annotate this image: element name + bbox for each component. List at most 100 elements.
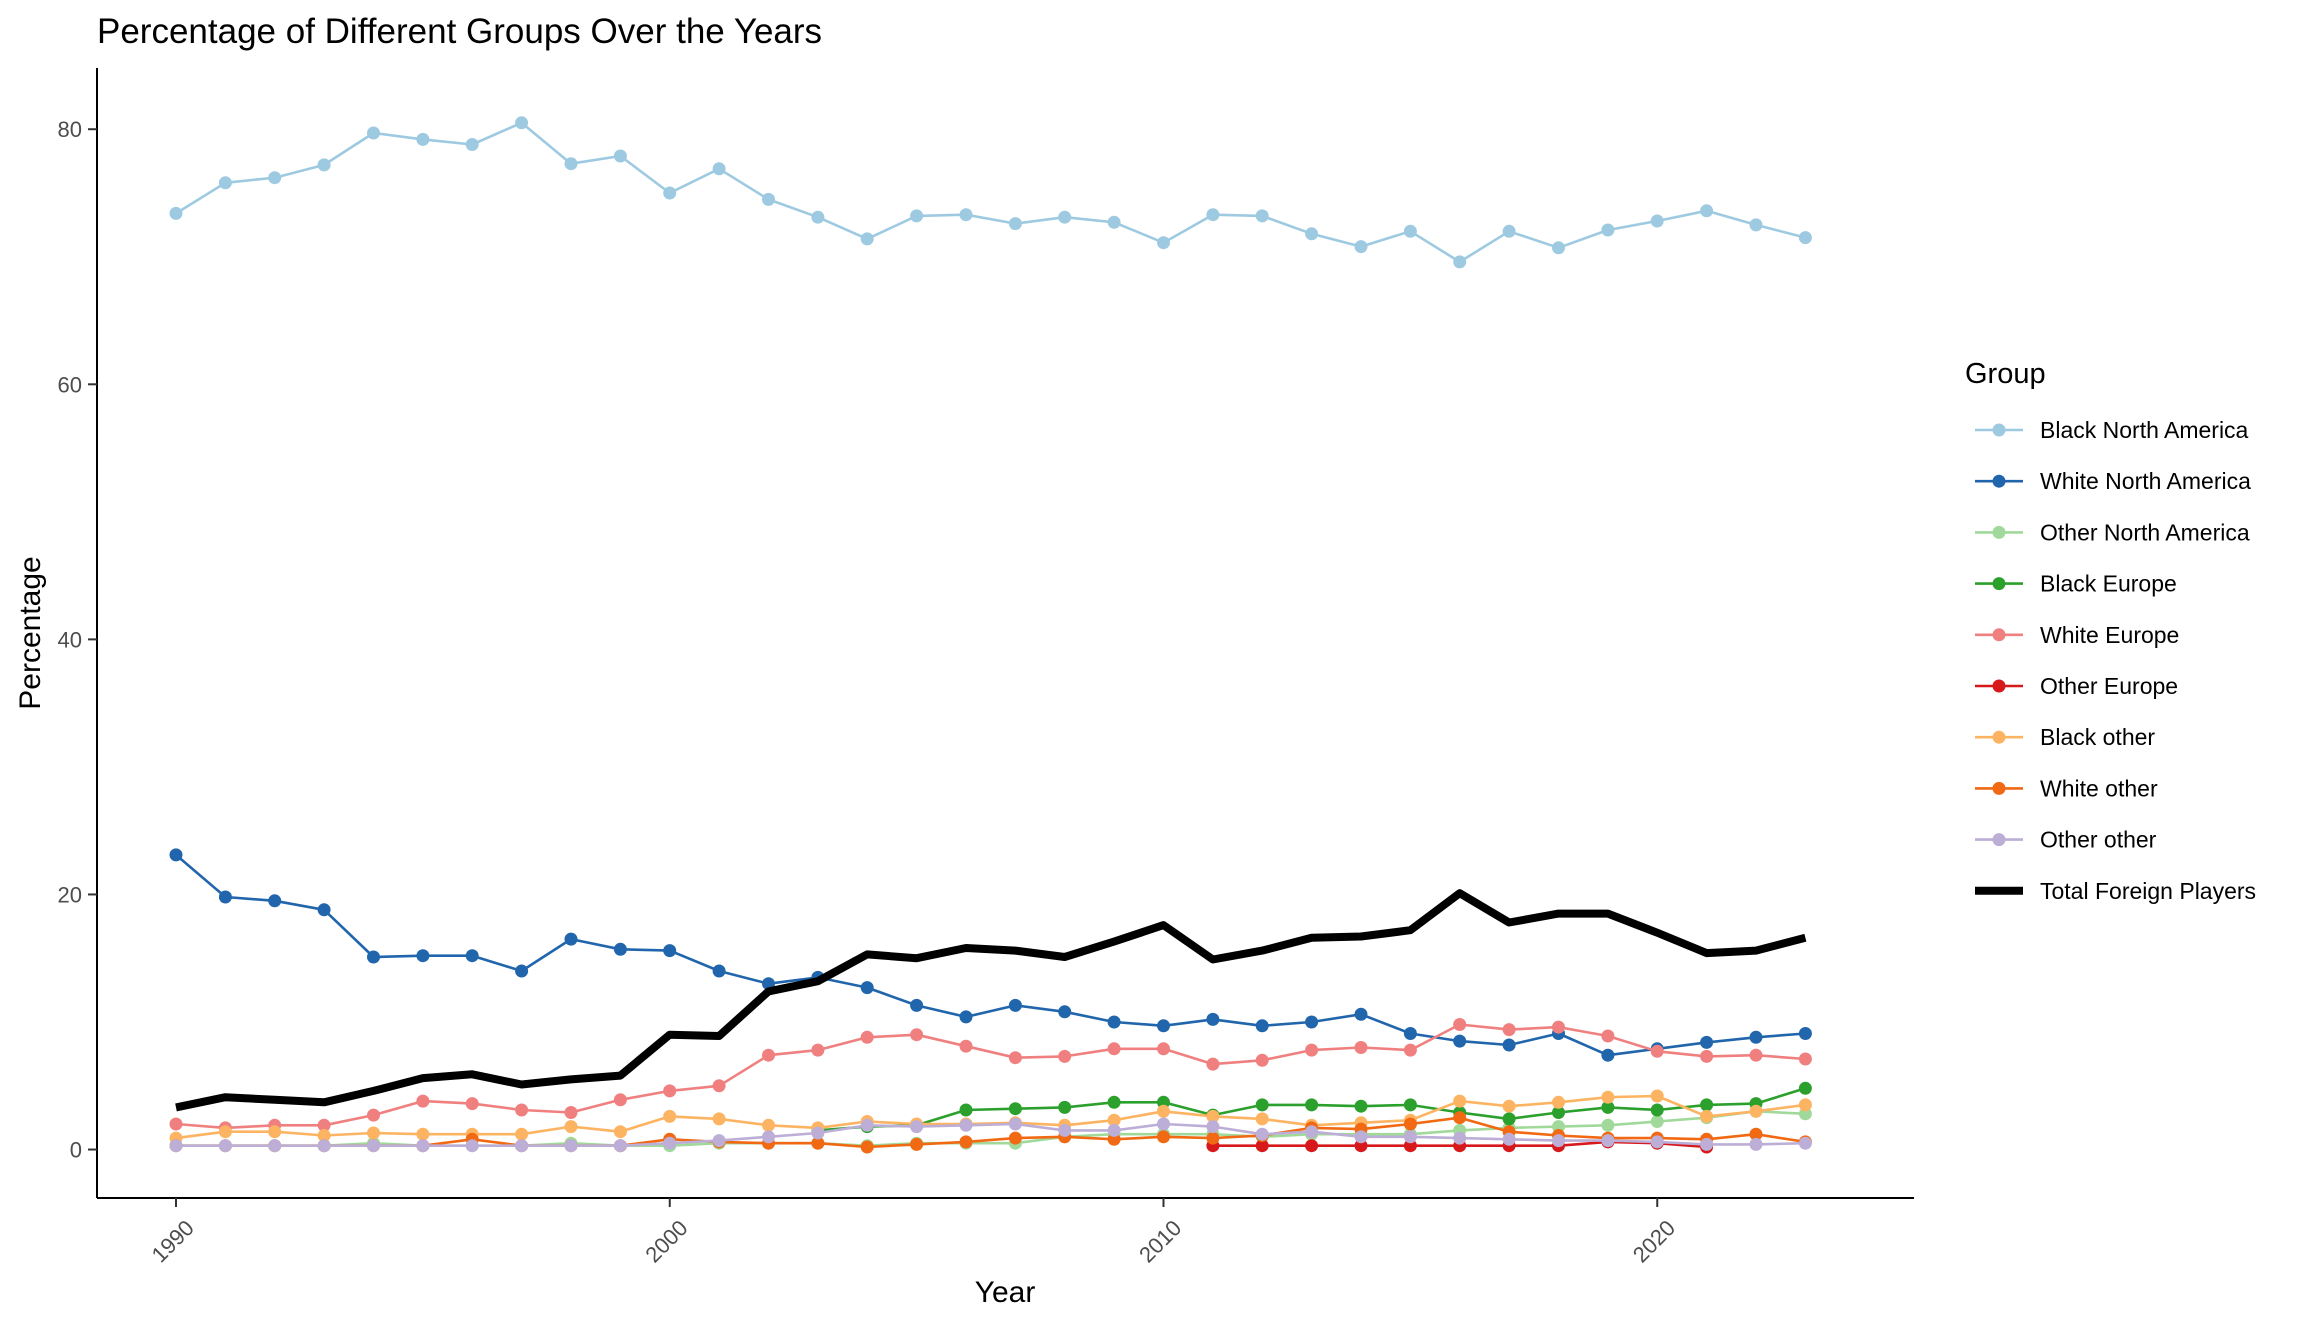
data-point — [515, 1127, 529, 1141]
legend-label: White North America — [2040, 468, 2251, 494]
data-point — [1157, 1019, 1170, 1033]
data-point — [1650, 214, 1664, 228]
data-point — [218, 176, 232, 190]
chart-title: Percentage of Different Groups Over the … — [97, 12, 822, 51]
series-line — [174, 121, 1807, 264]
y-tick-label: 40 — [58, 627, 82, 652]
data-point — [959, 1010, 973, 1024]
data-point — [1403, 1117, 1417, 1131]
legend-item-other-other: Other other — [1975, 827, 2157, 853]
data-point — [910, 998, 924, 1012]
data-point — [663, 1109, 677, 1123]
series-white-north-america — [169, 848, 1812, 1062]
y-tick-label: 60 — [58, 372, 82, 397]
data-point — [1601, 1029, 1615, 1043]
data-point — [1552, 1020, 1565, 1034]
data-point — [1206, 1057, 1220, 1071]
data-point — [564, 932, 578, 946]
y-tick-label: 0 — [70, 1138, 82, 1163]
data-point — [1749, 1137, 1763, 1151]
data-point — [959, 208, 973, 222]
data-point — [1305, 1043, 1319, 1057]
data-point — [1206, 208, 1220, 222]
data-point — [1206, 1120, 1220, 1134]
data-point — [1008, 1117, 1022, 1131]
data-point — [1502, 1112, 1516, 1126]
legend-item-black-north-america: Black North America — [1975, 417, 2249, 443]
data-point — [317, 1139, 331, 1153]
data-point — [1798, 231, 1812, 245]
data-point — [367, 950, 380, 964]
x-axis-title: Year — [975, 1276, 1036, 1309]
data-point — [1650, 1103, 1664, 1117]
data-point — [1157, 1042, 1170, 1056]
x-axis-ticks: 1990 2000 2010 2020 — [147, 1198, 1680, 1267]
data-point — [860, 981, 874, 995]
data-point — [317, 1129, 331, 1142]
data-point — [1798, 1136, 1812, 1150]
data-point — [910, 1028, 924, 1042]
data-point — [416, 132, 430, 146]
data-point — [268, 1125, 282, 1139]
data-point — [1403, 1130, 1417, 1144]
data-point — [1453, 1131, 1467, 1145]
data-point — [762, 192, 775, 206]
data-point — [515, 1103, 529, 1117]
data-point — [1798, 1098, 1812, 1112]
data-point — [910, 1137, 924, 1151]
data-point — [564, 1139, 578, 1153]
data-point — [1650, 1089, 1664, 1103]
data-point — [169, 206, 183, 220]
data-point — [268, 1139, 282, 1153]
series-line — [174, 1023, 1807, 1130]
data-point — [416, 1127, 430, 1141]
data-point — [1453, 1111, 1467, 1125]
legend-label: Black Europe — [2040, 571, 2177, 597]
data-point — [1107, 1113, 1121, 1127]
series-white-other — [169, 1111, 1812, 1154]
y-axis-ticks: 0 20 40 60 80 — [58, 117, 97, 1163]
data-point — [1650, 1135, 1664, 1149]
data-point — [1157, 1095, 1170, 1109]
x-tick-label: 2010 — [1134, 1215, 1186, 1267]
data-point — [959, 1118, 973, 1132]
data-point — [663, 186, 677, 200]
data-point — [564, 1106, 578, 1119]
data-point — [367, 1108, 380, 1122]
data-point — [811, 1126, 825, 1140]
data-point — [1058, 1100, 1072, 1114]
data-point — [1700, 1098, 1714, 1112]
legend-item-other-europe: Other Europe — [1975, 673, 2178, 699]
data-point — [515, 116, 529, 130]
data-point — [860, 1030, 874, 1044]
data-point — [268, 171, 282, 185]
legend-item-total-foreign-players: Total Foreign Players — [1975, 878, 2256, 904]
data-point — [1749, 1127, 1763, 1141]
data-point — [811, 210, 825, 224]
data-point — [860, 1118, 874, 1132]
data-point — [1354, 1007, 1368, 1021]
data-point — [712, 1112, 726, 1126]
data-point — [1107, 1015, 1121, 1029]
data-point — [1255, 1098, 1269, 1112]
data-point — [1107, 1095, 1121, 1109]
data-point — [1700, 1109, 1714, 1123]
series-black-north-america — [169, 116, 1812, 269]
data-point — [1305, 1015, 1319, 1029]
data-point — [1354, 1099, 1368, 1113]
data-point — [1058, 1005, 1072, 1019]
data-point — [1305, 1125, 1319, 1139]
data-point — [1305, 1098, 1319, 1112]
x-tick-label: 1990 — [147, 1215, 199, 1267]
data-point — [1700, 204, 1714, 218]
data-point — [762, 1048, 775, 1062]
y-axis-title: Percentage — [14, 556, 47, 709]
data-point — [515, 964, 529, 978]
data-point — [1749, 1104, 1763, 1118]
legend-key-point — [1992, 628, 2006, 642]
data-point — [1552, 1095, 1565, 1109]
legend: Group Black North America White North Ame… — [1965, 358, 2256, 904]
data-point — [959, 1103, 973, 1117]
plot-panel: 0 20 40 60 80 1990 2000 2010 2020 — [58, 68, 1914, 1267]
data-point — [1008, 998, 1022, 1012]
